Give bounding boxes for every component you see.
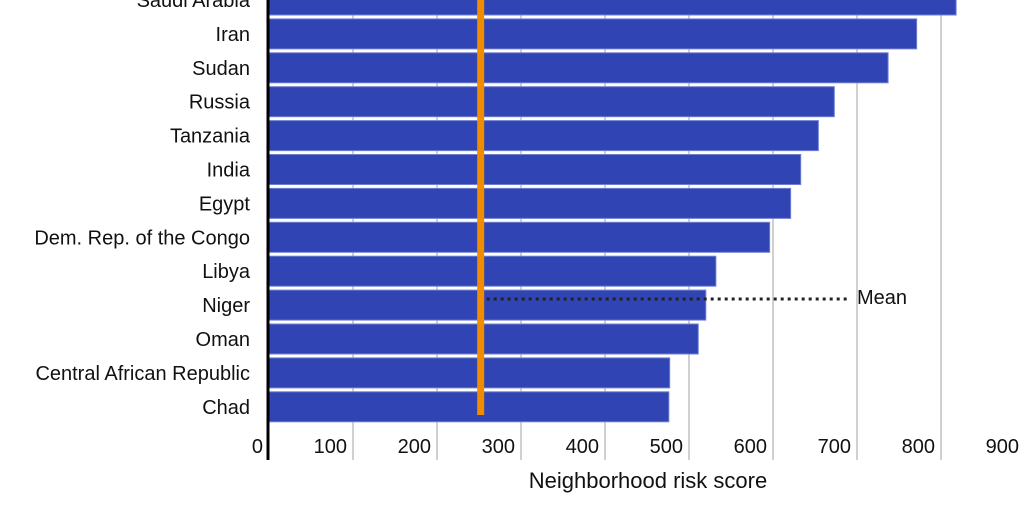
bar — [268, 154, 802, 185]
x-tick-label: 0 — [252, 436, 263, 458]
bar — [268, 120, 819, 152]
bar — [268, 391, 670, 423]
bar — [268, 86, 835, 118]
x-tick-label: 300 — [482, 436, 515, 458]
x-tick-label: 600 — [734, 436, 767, 458]
bar — [268, 0, 957, 16]
x-tick-label: 900 — [986, 436, 1019, 458]
x-tick-label: 700 — [818, 436, 851, 458]
category-label: Dem. Rep. of the Congo — [34, 227, 250, 249]
category-label: Russia — [189, 92, 251, 114]
x-tick-label: 800 — [902, 436, 935, 458]
x-tick-label: 400 — [566, 436, 599, 458]
bar — [268, 357, 671, 389]
category-label: Saudi Arabia — [137, 0, 251, 12]
category-label: Central African Republic — [35, 363, 250, 385]
x-tick-label: 500 — [650, 436, 683, 458]
bar — [268, 18, 918, 50]
x-tick-label: 100 — [314, 436, 347, 458]
x-tick-label: 200 — [398, 436, 431, 458]
category-label: Oman — [196, 329, 250, 351]
category-label: Niger — [202, 295, 250, 317]
bar — [268, 221, 771, 253]
bar — [268, 289, 707, 321]
x-axis-title: Neighborhood risk score — [529, 468, 767, 493]
bar — [268, 187, 792, 219]
category-label: Libya — [202, 261, 251, 283]
bar — [268, 255, 717, 287]
category-label: Egypt — [199, 193, 251, 215]
category-label: India — [207, 160, 251, 182]
category-label: Sudan — [192, 58, 250, 80]
bar — [268, 52, 889, 84]
category-label: Chad — [202, 397, 250, 419]
mean-annotation-label: Mean — [857, 287, 907, 309]
category-label: Tanzania — [170, 126, 251, 148]
category-labels: Saudi Arabia Iran Sudan Russia Tanzania India… — [34, 0, 251, 419]
x-tick-labels: 0 100 200 300 400 500 600 700 800 900 — [252, 436, 1019, 458]
bars — [268, 0, 957, 423]
category-label: Iran — [216, 24, 250, 46]
